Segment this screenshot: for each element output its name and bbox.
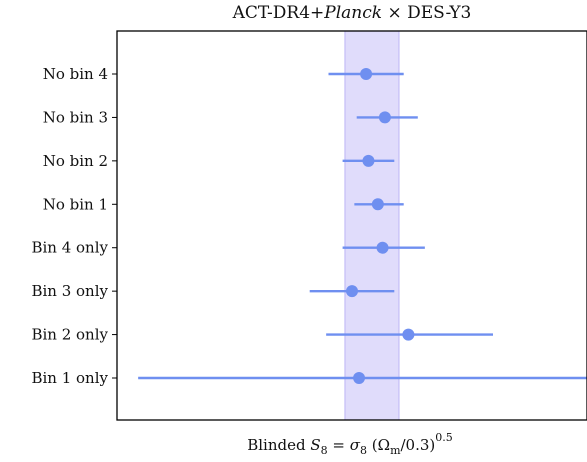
y-tick-label: Bin 4 only: [31, 239, 108, 257]
data-point: [360, 68, 373, 80]
data-point: [362, 154, 375, 167]
data-point: [371, 198, 384, 211]
reference-band: [344, 30, 400, 421]
y-tick-label: No bin 3: [43, 108, 108, 126]
data-point: [378, 111, 391, 124]
y-tick-label: No bin 4: [43, 65, 108, 83]
y-tick-label: No bin 1: [43, 195, 108, 213]
plot-frame: [116, 30, 587, 421]
plot-area: [138, 30, 587, 421]
data-point: [346, 285, 358, 298]
data-point: [353, 372, 366, 385]
data-point: [376, 241, 389, 254]
chart-title: ACT-DR4+Planck × DES-Y3: [232, 3, 472, 23]
x-axis-label: Blinded S8 = σ8 (Ωm/0.3)0.5: [247, 431, 453, 457]
y-tick-label: No bin 2: [43, 152, 108, 170]
y-tick-label: Bin 2 only: [31, 326, 108, 344]
data-point: [402, 328, 415, 341]
y-tick-label: Bin 3 only: [31, 282, 108, 300]
y-axis: No bin 4 No bin 3 No bin 2 No bin 1 Bin 4 on…: [31, 65, 117, 387]
y-tick-label: Bin 1 only: [31, 369, 108, 387]
